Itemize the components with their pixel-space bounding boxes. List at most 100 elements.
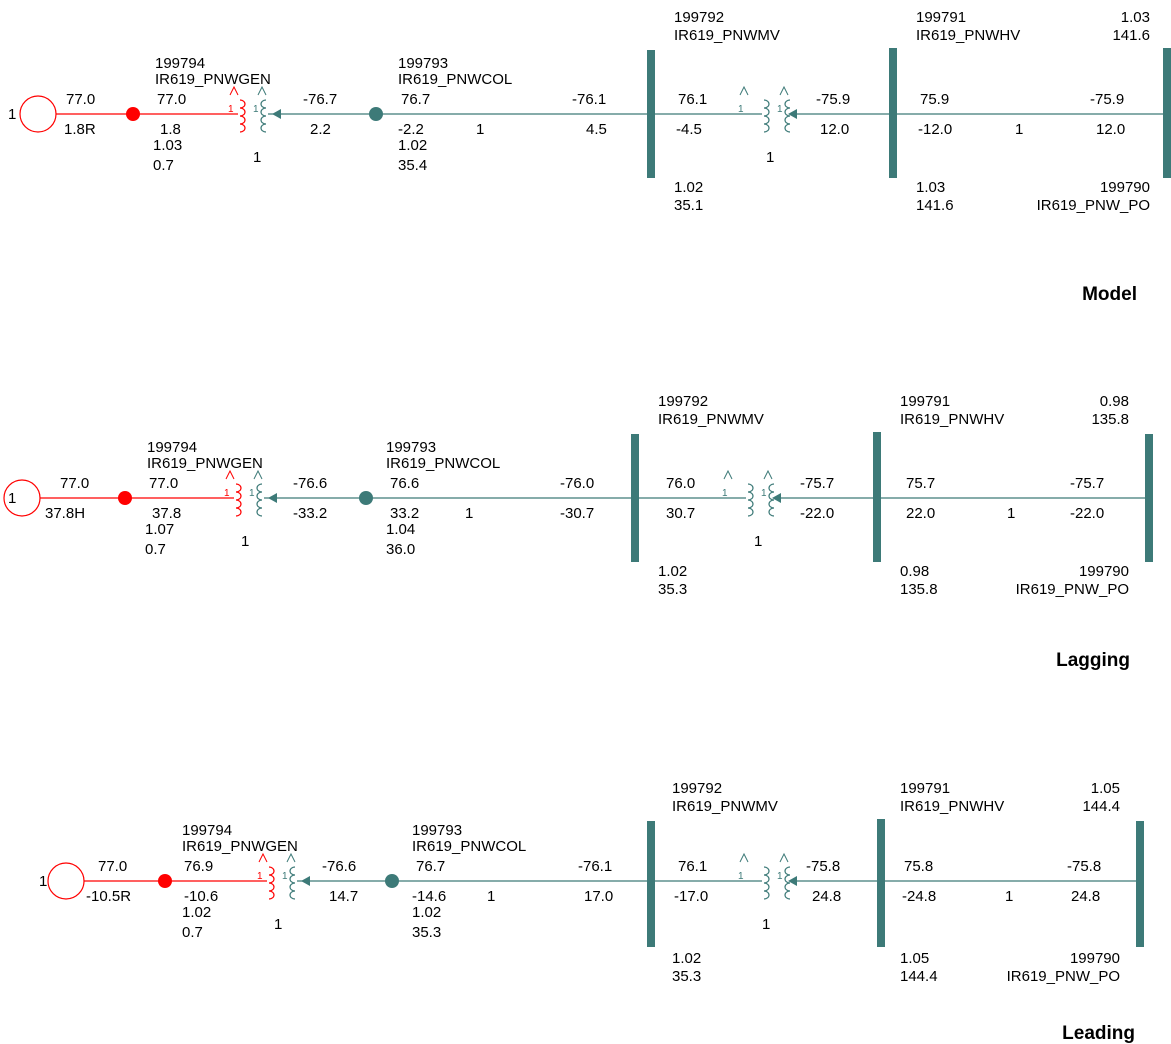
col-line-q-far: -30.7	[560, 505, 594, 522]
col-bus-vpu: 1.02	[412, 904, 441, 921]
svg-text:1: 1	[738, 871, 744, 882]
hv-bus-q: 22.0	[906, 505, 935, 522]
gsu-transformer-icon: 1 1	[228, 85, 267, 133]
col-line-ckt: 1	[465, 505, 473, 522]
col-bus-vpu: 1.04	[386, 521, 415, 538]
hv-line-ckt: 1	[1005, 888, 1013, 905]
gsu-p-out: -76.6	[322, 858, 356, 875]
main-transformer-icon: 1 1	[722, 469, 775, 517]
hv-bus-vkv: 144.4	[900, 968, 938, 985]
gsu-q-out: -33.2	[293, 505, 327, 522]
gen-unit: 1	[8, 490, 16, 507]
svg-text:1: 1	[228, 104, 234, 115]
hv-bus-name: IR619_PNWHV	[900, 798, 1004, 815]
svg-text:1: 1	[249, 488, 255, 499]
section-model: 1 77.0 1.8R 199794 IR619_PNWGEN 77.0 1.8…	[8, 9, 1171, 305]
gen-bus-id: 199794	[147, 439, 197, 456]
svg-text:1: 1	[282, 871, 288, 882]
gsu-transformer-icon: 1 1	[224, 469, 263, 517]
po-bus-vpu: 1.03	[1121, 9, 1150, 26]
gen-bus-name: IR619_PNWGEN	[182, 838, 298, 855]
gen-p: 77.0	[98, 858, 127, 875]
mt-q-out: -22.0	[800, 505, 834, 522]
mv-bus-p: 76.1	[678, 91, 707, 108]
gsu-unit: 1	[274, 916, 282, 933]
section-label: Leading	[1062, 1023, 1135, 1044]
col-line-p-far: -76.1	[578, 858, 612, 875]
mv-bus-name: IR619_PNWMV	[658, 411, 764, 428]
col-bus-p: 76.6	[390, 475, 419, 492]
mv-bus-name: IR619_PNWMV	[672, 798, 778, 815]
mv-bus-vpu: 1.02	[658, 563, 687, 580]
generator-icon	[19, 95, 57, 133]
gen-bus-id: 199794	[182, 822, 232, 839]
hv-line-p-far: -75.9	[1090, 91, 1124, 108]
mv-bus-p: 76.1	[678, 858, 707, 875]
gen-bus-name: IR619_PNWGEN	[155, 71, 271, 88]
mt-unit: 1	[766, 149, 774, 166]
po-bus-name: IR619_PNW_PO	[1016, 581, 1129, 598]
po-bus-bar	[1145, 434, 1153, 562]
gsu-q-out: 14.7	[329, 888, 358, 905]
mv-bus-vkv: 35.1	[674, 197, 703, 214]
po-bus-bar	[1136, 821, 1144, 947]
col-line-q-far: 4.5	[586, 121, 607, 138]
main-transformer-icon: 1 1	[738, 85, 791, 133]
hv-bus-name: IR619_PNWHV	[900, 411, 1004, 428]
po-bus-id: 199790	[1100, 179, 1150, 196]
gsu-unit: 1	[241, 533, 249, 550]
hv-bus-name: IR619_PNWHV	[916, 27, 1020, 44]
col-bus-q: -2.2	[398, 121, 424, 138]
po-bus-name: IR619_PNW_PO	[1037, 197, 1150, 214]
po-bus-id: 199790	[1070, 950, 1120, 967]
col-bus-vkv: 36.0	[386, 541, 415, 558]
flow-arrow-icon	[301, 876, 310, 886]
hv-line-p-far: -75.7	[1070, 475, 1104, 492]
mt-q-out: 24.8	[812, 888, 841, 905]
mv-bus-vpu: 1.02	[672, 950, 701, 967]
mv-bus-bar	[631, 434, 639, 562]
gen-bus-vpu: 1.03	[153, 137, 182, 154]
flow-arrow-icon	[788, 109, 797, 119]
gsu-p-out: -76.7	[303, 91, 337, 108]
gen-bus-vkv: 0.7	[153, 157, 174, 174]
hv-line-q-far: -22.0	[1070, 505, 1104, 522]
gsu-q-out: 2.2	[310, 121, 331, 138]
section-label: Model	[1082, 284, 1137, 305]
flow-arrow-icon	[788, 876, 797, 886]
mt-p-out: -75.7	[800, 475, 834, 492]
col-bus-p: 76.7	[416, 858, 445, 875]
hv-bus-vkv: 141.6	[916, 197, 954, 214]
mv-bus-vkv: 35.3	[658, 581, 687, 598]
hv-line-q-far: 12.0	[1096, 121, 1125, 138]
mv-bus-vpu: 1.02	[674, 179, 703, 196]
col-bus-name: IR619_PNWCOL	[386, 455, 500, 472]
gsu-transformer-icon: 1 1	[257, 852, 296, 900]
col-bus-vkv: 35.3	[412, 924, 441, 941]
hv-bus-vpu: 1.03	[916, 179, 945, 196]
col-line-p-far: -76.1	[572, 91, 606, 108]
hv-bus-bar	[877, 819, 885, 947]
svg-text:1: 1	[777, 871, 783, 882]
col-bus-name: IR619_PNWCOL	[412, 838, 526, 855]
gen-bus-id: 199794	[155, 55, 205, 72]
gen-bus-name: IR619_PNWGEN	[147, 455, 263, 472]
mv-bus-p: 76.0	[666, 475, 695, 492]
po-bus-vkv: 144.4	[1082, 798, 1120, 815]
col-bus-q: 33.2	[390, 505, 419, 522]
gen-q: -10.5R	[86, 888, 131, 905]
hv-bus-id: 199791	[916, 9, 966, 26]
mt-q-out: 12.0	[820, 121, 849, 138]
flow-arrow-icon	[268, 493, 277, 503]
po-bus-vkv: 141.6	[1112, 27, 1150, 44]
mv-bus-q: -4.5	[676, 121, 702, 138]
hv-line-ckt: 1	[1015, 121, 1023, 138]
svg-text:1: 1	[738, 104, 744, 115]
gen-bus-p: 77.0	[157, 91, 186, 108]
mt-unit: 1	[762, 916, 770, 933]
gen-bus-q: -10.6	[184, 888, 218, 905]
section-label: Lagging	[1056, 650, 1130, 671]
hv-bus-bar	[873, 432, 881, 562]
col-bus-q: -14.6	[412, 888, 446, 905]
